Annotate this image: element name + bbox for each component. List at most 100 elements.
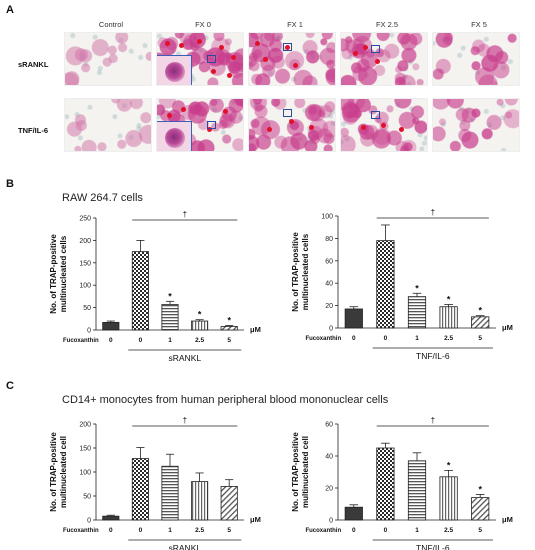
osteoclast-marker bbox=[375, 59, 380, 64]
y-axis-label: No. of TRAP-positive bbox=[291, 232, 300, 312]
bar bbox=[131, 251, 149, 331]
bar bbox=[376, 240, 395, 329]
bar bbox=[471, 316, 490, 329]
osteoclast-marker bbox=[197, 39, 202, 44]
osteoclast-marker bbox=[181, 107, 186, 112]
fucoxanthin-label: Fucoxanthin bbox=[63, 528, 99, 534]
column-header-fx5: FX 5 bbox=[471, 20, 487, 29]
y-tick-label: 150 bbox=[79, 260, 91, 267]
y-tick-label: 150 bbox=[79, 446, 91, 453]
bar bbox=[102, 321, 120, 331]
osteoclast-marker bbox=[211, 69, 216, 74]
y-tick-label: 20 bbox=[325, 486, 333, 493]
panel-a-letter: A bbox=[6, 4, 14, 16]
unit-label: μM bbox=[250, 325, 261, 334]
micrograph bbox=[64, 98, 152, 152]
bar bbox=[407, 460, 427, 521]
dagger-symbol: † bbox=[183, 416, 187, 425]
bar bbox=[471, 497, 490, 521]
osteoclast-marker bbox=[167, 113, 172, 118]
significance-star: * bbox=[415, 283, 419, 293]
bar bbox=[344, 506, 363, 521]
significance-star: * bbox=[168, 291, 172, 301]
zoom-inset bbox=[157, 121, 192, 151]
y-tick-label: 0 bbox=[87, 328, 91, 335]
unit-label: μM bbox=[250, 515, 261, 524]
unit-label: μM bbox=[502, 515, 513, 524]
y-tick-label: 20 bbox=[325, 303, 333, 310]
zoom-region-box bbox=[283, 43, 292, 51]
zoom-inset bbox=[157, 55, 192, 85]
micrograph bbox=[248, 98, 336, 152]
zoomed-cell bbox=[165, 128, 185, 148]
osteoclast-marker bbox=[179, 43, 184, 48]
significance-star: * bbox=[447, 294, 451, 304]
chart-cd14-tnf-il6: 0 20 40 60 No. of TRAP-positive multinucleate… bbox=[291, 416, 513, 550]
fucoxanthin-label: Fucoxanthin bbox=[305, 336, 341, 342]
osteoclast-marker bbox=[267, 127, 272, 132]
y-tick-label: 60 bbox=[325, 258, 333, 265]
y-tick-label: 100 bbox=[79, 283, 91, 290]
bar bbox=[220, 326, 238, 331]
category-label: 1 bbox=[415, 335, 419, 342]
significance-star: * bbox=[227, 316, 231, 326]
osteoclast-marker bbox=[263, 57, 268, 62]
osteoclast-marker bbox=[363, 45, 368, 50]
bar bbox=[161, 304, 179, 331]
category-label: 2.5 bbox=[444, 335, 453, 342]
significance-star: * bbox=[478, 306, 482, 316]
category-label: 1 bbox=[415, 527, 419, 534]
group-label: TNF/IL-6 bbox=[416, 543, 450, 550]
bar bbox=[344, 308, 363, 329]
y-tick-label: 80 bbox=[325, 236, 333, 243]
bar bbox=[191, 481, 209, 521]
column-header-fx2-5: FX 2.5 bbox=[375, 20, 399, 29]
y-tick-label: 50 bbox=[83, 305, 91, 312]
significance-star: * bbox=[198, 310, 202, 320]
panel-b-title: RAW 264.7 cells bbox=[62, 192, 143, 204]
panel-c-letter: C bbox=[6, 380, 14, 392]
bar bbox=[131, 458, 149, 521]
category-label: 5 bbox=[227, 527, 231, 534]
osteoclast-marker bbox=[293, 63, 298, 68]
category-label: 2.5 bbox=[195, 337, 204, 344]
micrograph bbox=[248, 32, 336, 86]
category-label: 0 bbox=[109, 527, 113, 534]
osteoclast-marker bbox=[219, 45, 224, 50]
column-header-fx1: FX 1 bbox=[287, 20, 303, 29]
y-tick-label: 100 bbox=[321, 214, 333, 221]
y-tick-label: 0 bbox=[87, 518, 91, 525]
y-tick-label: 0 bbox=[329, 326, 333, 333]
bar bbox=[161, 465, 179, 521]
y-tick-label: 0 bbox=[329, 518, 333, 525]
osteoclast-marker bbox=[399, 127, 404, 132]
micrograph bbox=[432, 98, 520, 152]
category-label: 5 bbox=[227, 337, 231, 344]
category-label: 0 bbox=[352, 527, 356, 534]
osteoclast-marker bbox=[309, 125, 314, 130]
category-label: 0 bbox=[352, 335, 356, 342]
y-tick-label: 250 bbox=[79, 216, 91, 223]
bar bbox=[407, 296, 427, 329]
significance-star: * bbox=[478, 484, 482, 494]
micrograph bbox=[64, 32, 152, 86]
bar bbox=[191, 320, 209, 331]
micrograph bbox=[340, 32, 428, 86]
dagger-symbol: † bbox=[183, 210, 187, 219]
category-label: 2.5 bbox=[195, 527, 204, 534]
micrograph bbox=[340, 98, 428, 152]
group-label: TNF/IL-6 bbox=[416, 351, 450, 361]
column-header-control: Control bbox=[98, 20, 124, 29]
y-axis-label: multinucleated cells bbox=[301, 233, 310, 310]
fucoxanthin-label: Fucoxanthin bbox=[63, 338, 99, 344]
bar bbox=[376, 447, 395, 521]
osteoclast-marker bbox=[255, 41, 260, 46]
osteoclast-marker bbox=[381, 123, 386, 128]
category-label: 5 bbox=[478, 527, 482, 534]
osteoclast-marker bbox=[289, 119, 294, 124]
y-tick-label: 100 bbox=[79, 470, 91, 477]
panel-b-letter: B bbox=[6, 178, 14, 190]
significance-star: * bbox=[447, 460, 451, 470]
y-tick-label: 60 bbox=[325, 422, 333, 429]
osteoclast-marker bbox=[165, 41, 170, 46]
